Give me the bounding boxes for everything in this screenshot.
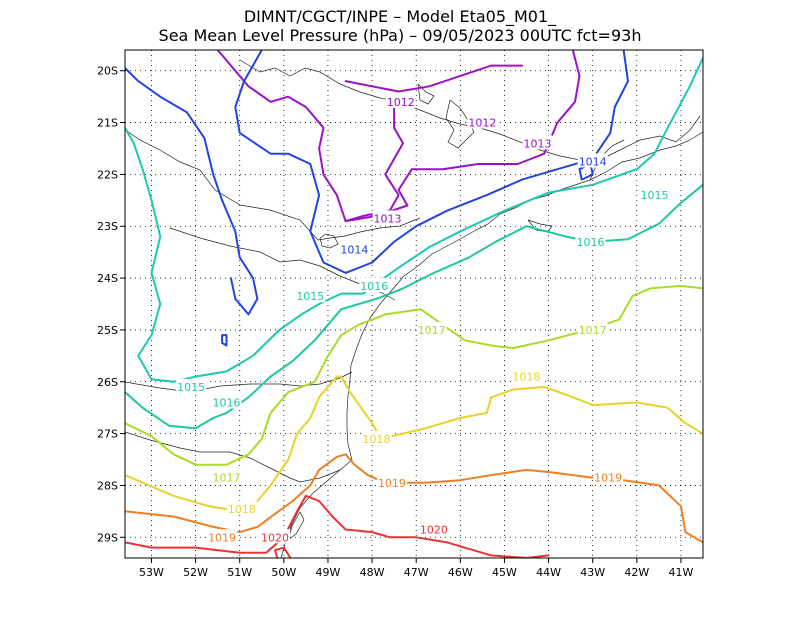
chart-title-line1: DIMNT/CGCT/INPE – Model Eta05_M01_ — [244, 7, 557, 27]
reservoir-furnas — [445, 99, 475, 149]
isobar-label-bg — [260, 529, 291, 544]
isobar-label-bg — [376, 474, 407, 489]
isobar-label-1015: 1015 — [640, 189, 668, 202]
isobar-1014 — [221, 334, 228, 347]
x-tick-label: 47W — [404, 566, 429, 579]
isobar-label-bg — [511, 368, 542, 383]
isobar-label-1012: 1012 — [468, 117, 496, 130]
isobar-label-bg — [418, 521, 449, 536]
isobar-label-1019: 1019 — [378, 477, 406, 490]
isobar-label-bg — [372, 210, 403, 225]
x-tick-label: 45W — [492, 566, 517, 579]
x-tick-label: 53W — [139, 566, 164, 579]
reservoir-tiete — [319, 233, 339, 249]
x-tick-label: 49W — [316, 566, 341, 579]
isobar-label-bg — [361, 430, 392, 445]
isobar-label-1019: 1019 — [208, 531, 236, 544]
y-tick-label: 26S — [97, 376, 118, 389]
isobar-label-1013: 1013 — [524, 137, 552, 150]
isobar-1019 — [125, 453, 703, 544]
state-border-rs — [125, 431, 341, 483]
x-tick-label: 41W — [669, 566, 694, 579]
isobar-label-1018: 1018 — [228, 503, 256, 516]
isobar-label-bg — [416, 321, 447, 336]
isobar-label-1015: 1015 — [296, 290, 324, 303]
isobar-1013 — [344, 50, 581, 223]
x-tick-label: 46W — [448, 566, 473, 579]
isobar-1014 — [234, 50, 629, 274]
isobar-label-bg — [385, 93, 416, 108]
plot-frame — [124, 49, 704, 559]
isobar-label-bg — [593, 469, 624, 484]
isobar-label-bg — [176, 378, 207, 393]
isobar-label-1017: 1017 — [579, 324, 607, 337]
isobar-label-bg — [339, 241, 370, 256]
chart-title-line2: Sea Mean Level Pressure (hPa) – 09/05/20… — [159, 26, 642, 45]
isobar-label-1017: 1017 — [418, 324, 446, 337]
isobar-label-bg — [211, 394, 242, 409]
isobar-1015 — [125, 56, 703, 383]
isobar-1017 — [125, 284, 703, 466]
x-tick-label: 51W — [227, 566, 252, 579]
isobar-1012 — [216, 50, 404, 223]
isobar-label-1016: 1016 — [576, 236, 604, 249]
y-tick-label: 22S — [97, 168, 118, 181]
isobar-label-bg — [577, 321, 608, 336]
reservoir-tres-marias — [417, 83, 435, 105]
isobar-label-bg — [207, 529, 238, 544]
isobar-label-1017: 1017 — [212, 472, 240, 485]
isobar-label-1018: 1018 — [513, 371, 541, 384]
state-border-sc — [125, 371, 353, 393]
isobar-1018 — [125, 375, 703, 513]
x-axis: 53W 52W 51W 50W 49W 48W 47W 46W 45W 44W 43W 42W 41W — [139, 558, 693, 579]
isobar-label-bg — [639, 187, 670, 202]
x-tick-label: 42W — [624, 566, 649, 579]
y-tick-label: 23S — [97, 220, 118, 233]
isobar-label-1019: 1019 — [594, 472, 622, 485]
isobar-label-1020: 1020 — [420, 523, 448, 536]
isobar-label-1014: 1014 — [340, 244, 368, 257]
isobar-label-bg — [522, 135, 553, 150]
y-tick-label: 28S — [97, 479, 118, 492]
isobar-label-bg — [577, 153, 608, 168]
y-tick-label: 29S — [97, 531, 118, 544]
state-border-sp-mg — [125, 129, 421, 241]
isobar-label-bg — [467, 114, 498, 129]
coastline — [280, 131, 703, 558]
x-tick-label: 48W — [360, 566, 385, 579]
isobar-label-1020: 1020 — [261, 531, 289, 544]
isobar-label-bg — [575, 233, 606, 248]
isobar-1012 — [344, 64, 524, 93]
isobar-label-1016: 1016 — [360, 280, 388, 293]
isobar-label-bg — [211, 469, 242, 484]
isobar-label-1012: 1012 — [387, 96, 415, 109]
x-tick-label: 50W — [271, 566, 296, 579]
isobar-label-bg — [295, 288, 326, 303]
isobar-1014 — [125, 67, 259, 316]
isobar-label-1015: 1015 — [177, 381, 205, 394]
y-tick-label: 25S — [97, 324, 118, 337]
y-tick-label: 27S — [97, 428, 118, 441]
lagoon-patos — [287, 511, 305, 541]
isobar-label-1016: 1016 — [212, 396, 240, 409]
y-tick-label: 24S — [97, 272, 118, 285]
isobar-1016 — [125, 183, 703, 430]
x-tick-label: 52W — [183, 566, 208, 579]
y-tick-label: 21S — [97, 117, 118, 130]
y-tick-label: 20S — [97, 65, 118, 78]
isobar-label-1018: 1018 — [362, 433, 390, 446]
isobar-labels: 1012 1012 1013 1013 1014 1014 1015 1015 1015 1016… — [176, 93, 670, 544]
isobar-label-1014: 1014 — [579, 155, 607, 168]
isobar-1020 — [125, 494, 550, 558]
isobar-label-bg — [359, 277, 390, 292]
x-tick-label: 44W — [536, 566, 561, 579]
y-axis: 20S 21S 22S 23S 24S 25S 26S 27S 28S 29S — [97, 65, 125, 544]
x-tick-label: 43W — [580, 566, 605, 579]
isobar-1020 — [274, 546, 292, 558]
isobar-label-1013: 1013 — [374, 212, 402, 225]
isobar-label-bg — [226, 500, 257, 515]
